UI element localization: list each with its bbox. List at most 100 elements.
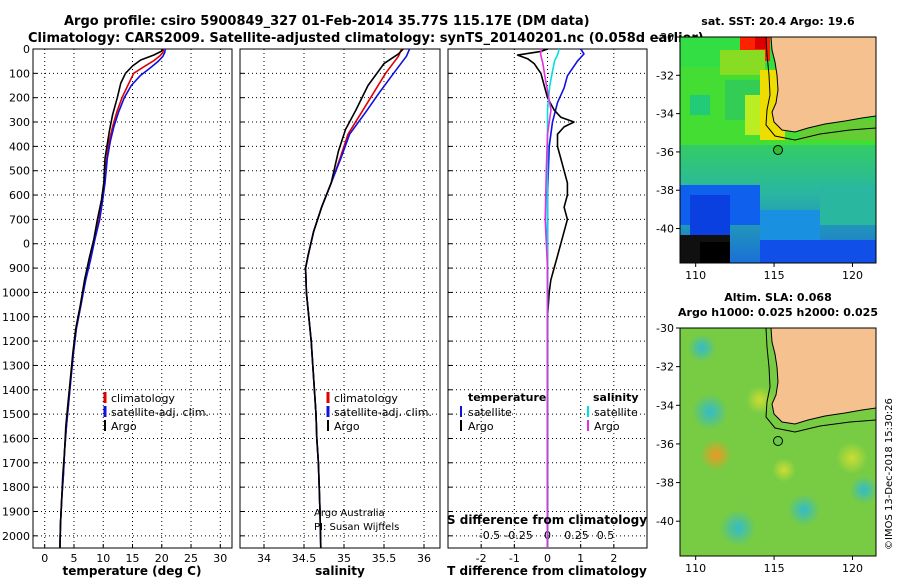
depth-tick-label: 1000: [2, 286, 30, 299]
temperature-panel: 0100200300400500600700090010001100120013…: [2, 43, 233, 578]
legend-label-climatology: climatology: [111, 392, 175, 405]
depth-tick-label: 500: [9, 165, 30, 178]
depth-tick-label: 600: [9, 189, 30, 202]
sst-map: sat. SST: 20.4 Argo: 19.6 1: [656, 15, 877, 282]
temperature-grid: [33, 48, 232, 548]
salinity-panel: 34 34.5 35 35.5 36 salinity climatology sate…: [239, 48, 441, 578]
legend-label-satellite: satellite-adj. clim.: [111, 406, 209, 419]
map-y-tick-label: -34: [656, 108, 674, 121]
x-tick-label: 34.5: [292, 552, 317, 565]
series-line-climatology: [59, 48, 165, 549]
sst-field: [680, 37, 876, 263]
x-tick-label: 1: [577, 552, 584, 565]
sla-map: Altim. SLA: 0.068 Argo h1000: 0.025 h200…: [656, 291, 878, 575]
x-tick-label: 0: [544, 552, 551, 565]
depth-tick-label: 400: [9, 140, 30, 153]
header-line-1: Argo profile: csiro 5900849_327 01-Feb-2…: [64, 14, 590, 29]
temperature-tick-labels: 0 5 10 15 20 25 30: [41, 552, 227, 565]
depth-tick-label: 100: [9, 67, 30, 80]
temperature-profiles: [59, 48, 167, 549]
sla-field: [680, 328, 876, 556]
sst-land: [771, 37, 876, 132]
legend-label-argo: Argo: [111, 420, 137, 433]
depth-tick-label: 200: [9, 92, 30, 105]
salinity-legend: climatology satellite-adj. clim. Argo: [326, 392, 432, 433]
timestamp: ©IMOS 13-Dec-2018 15:30:26: [884, 398, 895, 550]
series-line-satellite: [546, 48, 560, 548]
sst-argo-location-marker: [773, 145, 783, 155]
x-tick-label: 34: [257, 552, 271, 565]
x-tick-label: -2: [476, 552, 487, 565]
depth-tick-label: 300: [9, 116, 30, 129]
map-y-tick-label: -30: [656, 31, 674, 44]
legend-label-satellite: satellite-adj. clim.: [334, 406, 432, 419]
map-y-tick-label: -36: [656, 146, 674, 159]
series-line-satellite-adj-clim-: [304, 48, 411, 549]
sla-map-title: Altim. SLA: 0.068: [724, 291, 831, 304]
difference-profiles: [516, 48, 585, 548]
sla-argo-location-marker: [773, 436, 783, 446]
temperature-axis-label: temperature (deg C): [63, 564, 202, 578]
depth-tick-label: 1200: [2, 335, 30, 348]
depth-tick-label: 1600: [2, 432, 30, 445]
salinity-plot-frame: [239, 48, 441, 549]
credit-line-1: Argo Australia: [314, 508, 385, 519]
map-x-tick-label: 110: [685, 269, 706, 282]
s-tick-label: -0.5: [479, 529, 500, 542]
legend-title-temperature: temperature: [468, 391, 546, 404]
depth-tick-label: 1900: [2, 505, 30, 518]
x-tick-label: 10: [96, 552, 110, 565]
map-y-tick-label: -36: [656, 438, 674, 451]
map-y-tick-label: -30: [656, 322, 674, 335]
credit-line-2: PI: Susan Wijffels: [314, 522, 399, 533]
depth-tick-label: 1400: [2, 384, 30, 397]
legend-label-s-argo: Argo: [594, 420, 620, 433]
s-tick-label: 0.5: [597, 529, 615, 542]
depth-tick-label: 1500: [2, 408, 30, 421]
depth-tick-label: 2000: [2, 530, 30, 543]
difference-grid: [448, 48, 647, 548]
s-difference-tick-labels: -0.5 -0.25 0 0.25 0.5: [479, 529, 615, 542]
salinity-grid: [240, 48, 440, 548]
map-x-tick-label: 115: [764, 562, 785, 575]
sla-map-frame: [679, 327, 877, 557]
depth-tick-label: 0: [23, 43, 30, 56]
map-x-tick-label: 120: [842, 562, 863, 575]
x-tick-label: 0: [41, 552, 48, 565]
map-y-tick-label: -32: [656, 361, 674, 374]
x-tick-label: 30: [213, 552, 227, 565]
t-difference-tick-labels: -2 -1 0 1 2: [476, 552, 618, 565]
legend-title-salinity: salinity: [593, 391, 639, 404]
series-line-climatology: [304, 48, 403, 549]
x-tick-label: 2: [610, 552, 617, 565]
x-tick-label: 35.5: [372, 552, 397, 565]
sst-map-title: sat. SST: 20.4 Argo: 19.6: [701, 15, 855, 28]
difference-panel: -2 -1 0 1 2 -0.5 -0.25 0 0.25 0.5 T difference f…: [447, 48, 648, 578]
map-x-tick-label: 110: [685, 562, 706, 575]
series-line-satellite: [546, 48, 585, 548]
sla-map-ticks: 110 115 120 -30 -32 -34 -36 -38 -40: [656, 322, 863, 575]
x-tick-label: -1: [509, 552, 520, 565]
x-tick-label: 5: [70, 552, 77, 565]
s-difference-axis-label: S difference from climatology: [447, 513, 647, 527]
sst-map-ticks: 110 115 120 -30 -32 -34 -36 -38 -40: [656, 31, 863, 282]
depth-tick-label: 700: [9, 213, 30, 226]
header-line-2: Climatology: CARS2009. Satellite-adjuste…: [28, 31, 704, 46]
salinity-tick-labels: 34 34.5 35 35.5 36: [257, 552, 431, 565]
sst-map-frame: [679, 36, 877, 264]
series-line-argo: [539, 48, 552, 548]
sla-land: [771, 328, 876, 424]
x-tick-label: 25: [184, 552, 198, 565]
difference-legend: temperature satellite Argo salinity sate…: [460, 391, 639, 433]
depth-tick-label: 1800: [2, 481, 30, 494]
map-x-tick-label: 120: [842, 269, 863, 282]
series-line-argo: [304, 48, 404, 549]
depth-tick-label: 0: [23, 238, 30, 251]
x-tick-label: 36: [417, 552, 431, 565]
map-y-tick-label: -38: [656, 477, 674, 490]
legend-label-s-satellite: satellite: [594, 406, 638, 419]
legend-label-argo: Argo: [334, 420, 360, 433]
map-y-tick-label: -32: [656, 69, 674, 82]
legend-label-t-argo: Argo: [468, 420, 494, 433]
